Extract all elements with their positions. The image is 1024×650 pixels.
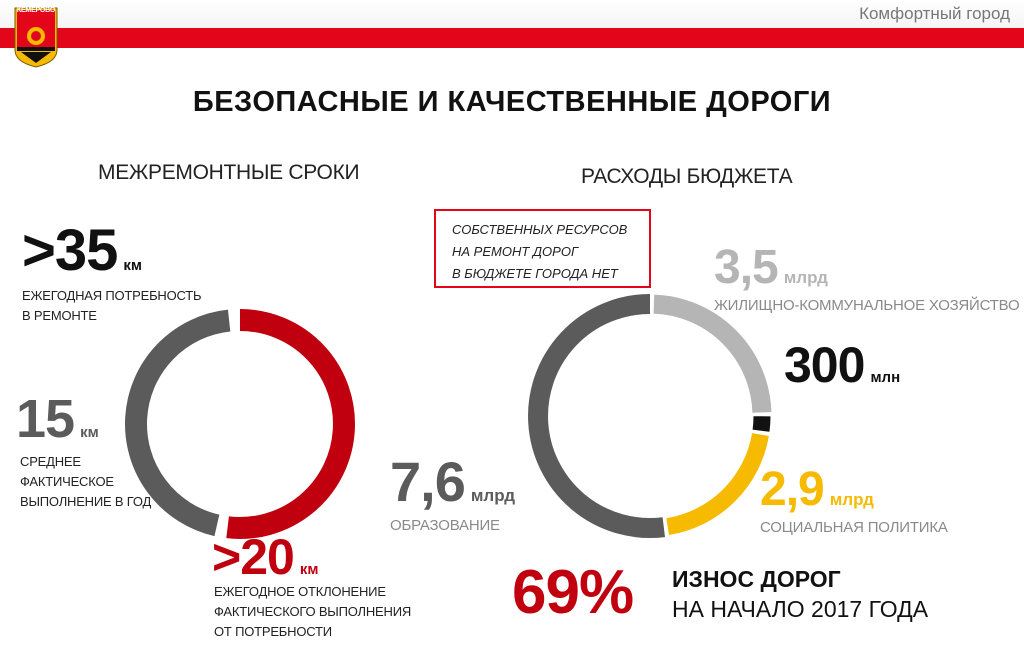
repair-ring-chart — [125, 309, 355, 539]
social-value: 2,9 — [760, 463, 825, 516]
ring-segment-actual — [125, 309, 231, 537]
ring-segment-social — [666, 432, 769, 535]
need-unit: км — [123, 257, 142, 274]
notice-line: СОБСТВЕННЫХ РЕСУРСОВ — [452, 222, 628, 237]
ring-segment-deviation — [226, 309, 355, 539]
wear-title: ИЗНОС ДОРОГ — [672, 566, 841, 592]
tagline: Комфортный город — [859, 4, 1010, 23]
header-red-stripe — [0, 28, 1024, 48]
need-caption: ЕЖЕГОДНАЯ ПОТРЕБНОСТЬ В РЕМОНТЕ — [22, 286, 202, 326]
ring-segment-roads — [752, 416, 771, 432]
notice-line: В БЮДЖЕТЕ ГОРОДА НЕТ — [452, 266, 618, 281]
gap-value: >20 — [212, 529, 295, 585]
social-unit: млрд — [829, 490, 874, 509]
gap-figure: >20 км — [212, 532, 318, 582]
notice-box: СОБСТВЕННЫХ РЕСУРСОВ НА РЕМОНТ ДОРОГ В Б… — [434, 209, 651, 288]
housing-unit: млрд — [783, 268, 828, 287]
education-value: 7,6 — [390, 450, 466, 513]
education-caption: ОБРАЗОВАНИЕ — [390, 517, 500, 534]
need-value: >35 — [22, 218, 118, 283]
social-caption: СОЦИАЛЬНАЯ ПОЛИТИКА — [760, 519, 948, 536]
emblem-text: КЕМЕРОВО — [16, 7, 56, 14]
housing-value: 3,5 — [714, 241, 779, 294]
section-title-repair-intervals: МЕЖРЕМОНТНЫЕ СРОКИ — [98, 161, 360, 184]
actual-caption-line: ФАКТИЧЕСКОЕ — [20, 474, 114, 489]
actual-caption-line: ВЫПОЛНЕНИЕ В ГОД — [20, 494, 152, 509]
social-figure: 2,9 млрд — [760, 466, 874, 514]
need-caption-line: ЕЖЕГОДНАЯ ПОТРЕБНОСТЬ — [22, 288, 202, 303]
ring-segment-education — [528, 294, 666, 538]
gap-caption-line: ФАКТИЧЕСКОГО ВЫПОЛНЕНИЯ — [214, 604, 412, 619]
need-caption-line: В РЕМОНТЕ — [22, 308, 97, 323]
roads-unit: млн — [870, 369, 901, 386]
need-figure: >35 км — [22, 222, 142, 280]
housing-caption: ЖИЛИЩНО-КОММУНАЛЬНОЕ ХОЗЯЙСТВО — [714, 297, 1020, 314]
ring-segment-housing — [653, 294, 772, 413]
actual-value: 15 — [16, 389, 75, 449]
budget-ring-chart — [528, 294, 772, 538]
actual-figure: 15 км — [16, 392, 99, 446]
roads-value: 300 — [784, 337, 865, 393]
gap-caption-line: ЕЖЕГОДНОЕ ОТКЛОНЕНИЕ — [214, 584, 386, 599]
gap-caption-line: ОТ ПОТРЕБНОСТИ — [214, 624, 332, 639]
actual-unit: км — [80, 424, 99, 441]
gap-caption: ЕЖЕГОДНОЕ ОТКЛОНЕНИЕ ФАКТИЧЕСКОГО ВЫПОЛН… — [214, 582, 411, 642]
section-title-budget: РАСХОДЫ БЮДЖЕТА — [581, 165, 793, 188]
education-figure: 7,6 млрд — [390, 454, 515, 510]
education-unit: млрд — [470, 486, 515, 505]
roads-figure: 300 млн — [784, 340, 900, 390]
wear-percent: 69% — [512, 558, 634, 627]
page-title: БЕЗОПАСНЫЕ И КАЧЕСТВЕННЫЕ ДОРОГИ — [192, 86, 832, 118]
wear-subtitle: НА НАЧАЛО 2017 ГОДА — [672, 596, 929, 622]
actual-caption-line: СРЕДНЕЕ — [20, 454, 81, 469]
housing-figure: 3,5 млрд — [714, 244, 828, 292]
gap-unit: км — [299, 561, 319, 578]
notice-line: НА РЕМОНТ ДОРОГ — [452, 244, 579, 259]
actual-caption: СРЕДНЕЕ ФАКТИЧЕСКОЕ ВЫПОЛНЕНИЕ В ГОД — [20, 452, 151, 512]
city-emblem: КЕМЕРОВО — [13, 6, 59, 68]
header-background — [0, 0, 1024, 28]
